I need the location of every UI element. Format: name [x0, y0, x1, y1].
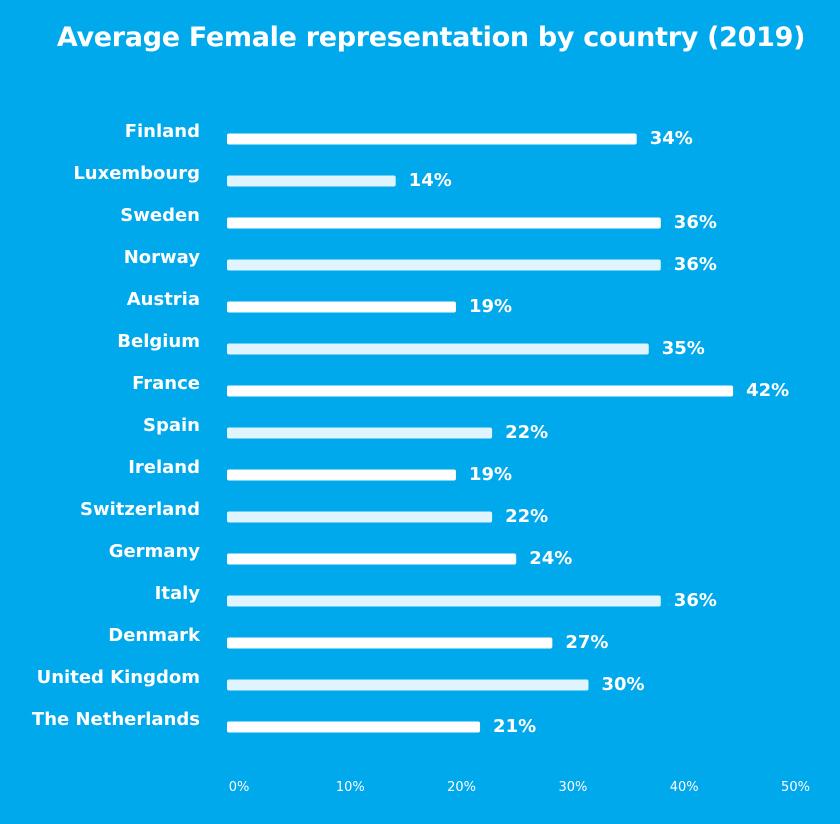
- x-tick-label: 20%: [447, 780, 476, 795]
- value-label: 36%: [674, 590, 717, 611]
- category-label: Ireland: [128, 457, 200, 478]
- value-label: 30%: [602, 674, 645, 695]
- category-label: Italy: [155, 583, 201, 604]
- bar-united-kingdom: [227, 679, 589, 691]
- value-label: 22%: [505, 506, 548, 527]
- bar-finland: [227, 133, 637, 145]
- value-label: 35%: [662, 338, 705, 359]
- labels-layer: Finland 34% Luxembourg 14% Sweden 36% Norway 36…: [32, 121, 789, 737]
- value-label: 36%: [674, 254, 717, 275]
- chart-title: Average Female representation by country…: [56, 22, 806, 53]
- value-label: 36%: [674, 212, 717, 233]
- category-label: Sweden: [120, 205, 200, 226]
- bar-spain: [227, 427, 493, 439]
- category-label: Belgium: [117, 331, 200, 352]
- bar-norway: [227, 259, 661, 271]
- x-tick-label: 50%: [781, 780, 810, 795]
- value-label: 34%: [650, 128, 693, 149]
- x-axis-ticks: 0% 10% 20% 30% 40% 50%: [229, 780, 810, 795]
- bar-switzerland: [227, 511, 493, 523]
- bar-denmark: [227, 637, 553, 649]
- value-label: 14%: [409, 170, 452, 191]
- category-label: Germany: [109, 541, 201, 562]
- x-tick-label: 0%: [229, 780, 250, 795]
- bars-layer: [227, 133, 734, 733]
- category-label: Switzerland: [80, 499, 200, 520]
- category-label: Finland: [125, 121, 200, 142]
- bar-austria: [227, 301, 456, 313]
- bar-the-netherlands: [227, 721, 481, 733]
- category-label: France: [132, 373, 200, 394]
- value-label: 22%: [505, 422, 548, 443]
- value-label: 19%: [469, 464, 512, 485]
- value-label: 27%: [565, 632, 608, 653]
- bar-italy: [227, 595, 661, 607]
- x-tick-label: 30%: [558, 780, 587, 795]
- value-label: 42%: [746, 380, 789, 401]
- category-label: Austria: [127, 289, 200, 310]
- bar-germany: [227, 553, 517, 565]
- bar-ireland: [227, 469, 456, 481]
- category-label: United Kingdom: [37, 667, 200, 688]
- bar-france: [227, 385, 734, 397]
- value-label: 19%: [469, 296, 512, 317]
- category-label: Norway: [124, 247, 201, 268]
- category-label: Denmark: [108, 625, 201, 646]
- category-label: Luxembourg: [73, 163, 200, 184]
- x-tick-label: 40%: [670, 780, 699, 795]
- category-label: Spain: [143, 415, 200, 436]
- value-label: 24%: [529, 548, 572, 569]
- value-label: 21%: [493, 716, 536, 737]
- x-tick-label: 10%: [336, 780, 365, 795]
- category-label: The Netherlands: [32, 709, 200, 730]
- bar-sweden: [227, 217, 661, 229]
- bar-belgium: [227, 343, 649, 355]
- bar-luxembourg: [227, 175, 396, 187]
